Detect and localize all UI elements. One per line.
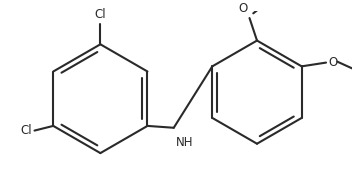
Text: NH: NH: [176, 136, 193, 149]
Text: Cl: Cl: [94, 8, 106, 21]
Text: O: O: [328, 56, 337, 69]
Text: Cl: Cl: [20, 124, 32, 137]
Text: O: O: [238, 2, 248, 15]
